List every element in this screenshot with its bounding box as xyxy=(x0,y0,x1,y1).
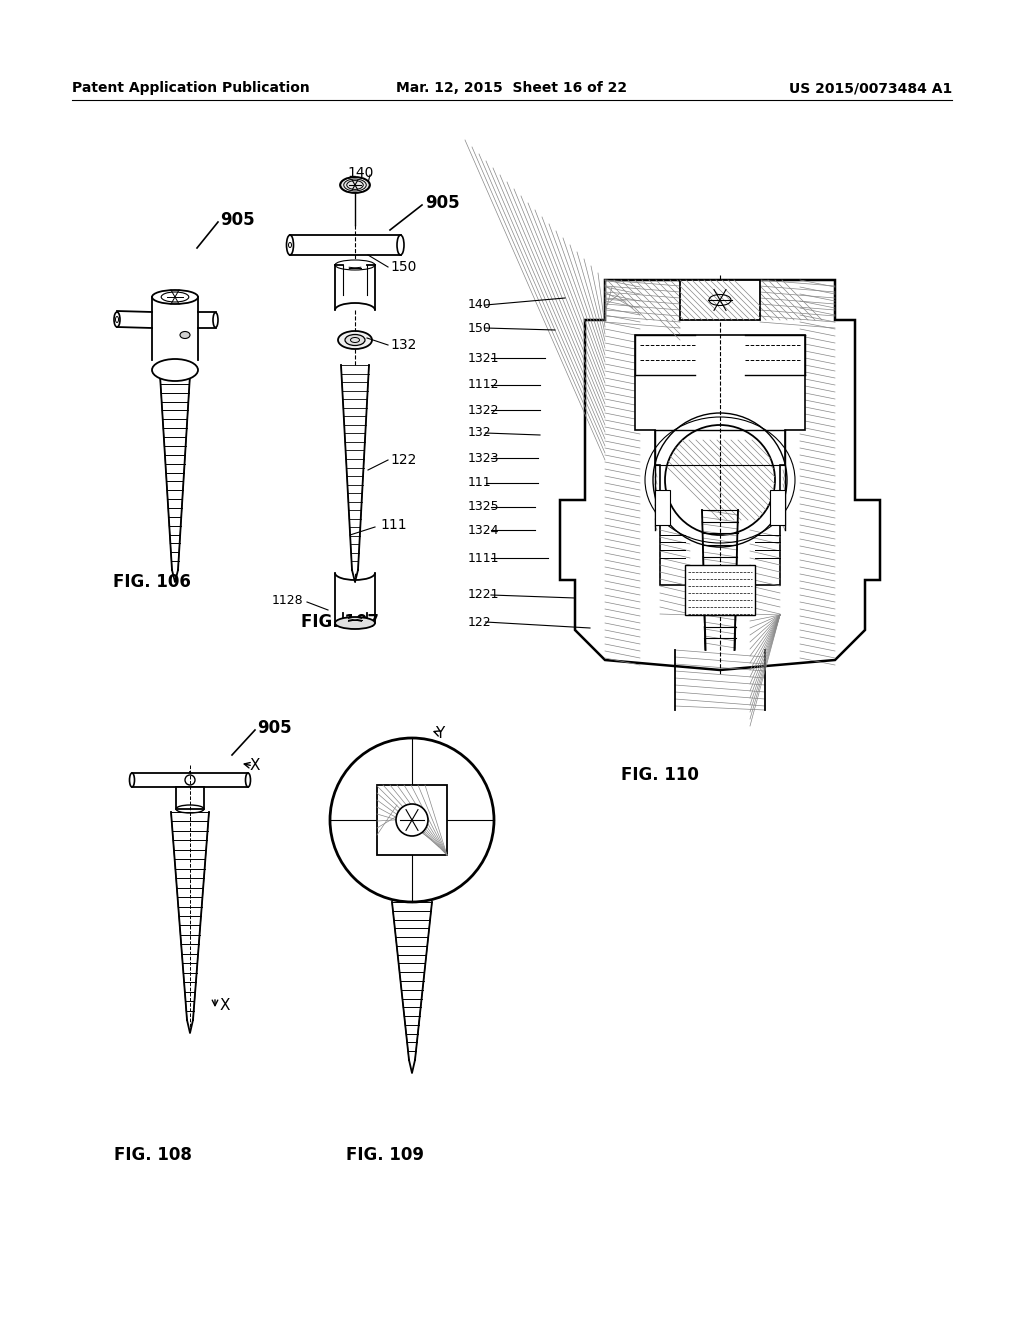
Polygon shape xyxy=(680,280,760,319)
Text: 122: 122 xyxy=(468,615,492,628)
Polygon shape xyxy=(377,785,447,855)
Text: FIG. 109: FIG. 109 xyxy=(346,1146,424,1164)
Text: 1111: 1111 xyxy=(468,552,500,565)
Text: Mar. 12, 2015  Sheet 16 of 22: Mar. 12, 2015 Sheet 16 of 22 xyxy=(396,81,628,95)
Text: 1321: 1321 xyxy=(468,351,500,364)
Ellipse shape xyxy=(665,425,775,535)
Polygon shape xyxy=(685,565,755,615)
Text: 111: 111 xyxy=(468,477,492,490)
Ellipse shape xyxy=(129,774,134,787)
Text: 150: 150 xyxy=(468,322,492,334)
Text: 1323: 1323 xyxy=(468,451,500,465)
Text: 140: 140 xyxy=(468,298,492,312)
Text: 1322: 1322 xyxy=(468,404,500,417)
Text: 905: 905 xyxy=(220,211,255,228)
Text: Y: Y xyxy=(435,726,444,741)
Ellipse shape xyxy=(114,312,120,327)
Text: Patent Application Publication: Patent Application Publication xyxy=(72,81,309,95)
Circle shape xyxy=(396,804,428,836)
Circle shape xyxy=(330,738,494,902)
Polygon shape xyxy=(770,490,785,525)
Polygon shape xyxy=(560,280,880,671)
Ellipse shape xyxy=(340,177,370,193)
Ellipse shape xyxy=(335,616,375,630)
Text: 111: 111 xyxy=(380,517,407,532)
Ellipse shape xyxy=(345,334,365,346)
Text: 132: 132 xyxy=(390,338,417,352)
Text: 150: 150 xyxy=(390,260,417,275)
Polygon shape xyxy=(635,335,805,615)
Polygon shape xyxy=(655,490,670,525)
Text: 1325: 1325 xyxy=(468,500,500,513)
Ellipse shape xyxy=(338,331,372,348)
Text: X: X xyxy=(250,759,260,774)
Text: 132: 132 xyxy=(468,426,492,440)
Text: 122: 122 xyxy=(390,453,417,467)
Text: FIG. 107: FIG. 107 xyxy=(301,612,379,631)
Text: FIG. 110: FIG. 110 xyxy=(622,766,699,784)
Ellipse shape xyxy=(180,331,190,338)
Text: FIG. 108: FIG. 108 xyxy=(114,1146,191,1164)
Ellipse shape xyxy=(152,359,198,381)
Polygon shape xyxy=(176,787,204,809)
Text: 1324: 1324 xyxy=(468,524,500,536)
Ellipse shape xyxy=(287,235,294,255)
Text: 905: 905 xyxy=(257,719,292,737)
Text: 1128: 1128 xyxy=(272,594,304,606)
Text: X: X xyxy=(220,998,230,1012)
Text: US 2015/0073484 A1: US 2015/0073484 A1 xyxy=(788,81,952,95)
Polygon shape xyxy=(132,774,248,787)
Text: FIG. 106: FIG. 106 xyxy=(113,573,190,591)
Ellipse shape xyxy=(246,774,251,787)
Text: 1112: 1112 xyxy=(468,379,500,392)
Text: 140: 140 xyxy=(347,166,374,180)
Text: 1221: 1221 xyxy=(468,589,500,602)
Text: 905: 905 xyxy=(425,194,460,213)
Ellipse shape xyxy=(152,290,198,304)
